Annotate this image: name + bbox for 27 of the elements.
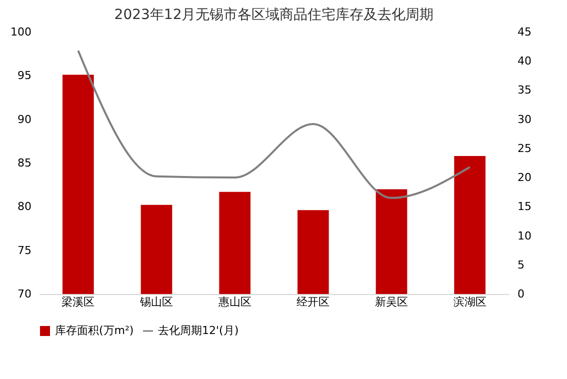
- x-tick-label: 经开区: [296, 296, 330, 308]
- y2-tick-label: 0: [518, 288, 524, 300]
- y2-tick-label: 10: [518, 229, 532, 242]
- y2-tick-label: 5: [518, 258, 524, 272]
- x-tick-label: 锡山区: [139, 296, 173, 308]
- x-tick-label: 滨湖区: [453, 296, 486, 308]
- y2-tick-label: 20: [518, 171, 532, 184]
- y2-tick-label: 35: [518, 84, 532, 97]
- legend-label: 去化周期12'(月): [158, 324, 239, 337]
- y2-tick-label: 45: [518, 26, 532, 38]
- chart-title: 2023年12月无锡市各区域商品住宅库存及去化周期: [114, 7, 434, 23]
- x-tick-label: 新吴区: [375, 296, 408, 308]
- y2-tick-label: 30: [518, 112, 532, 126]
- y-tick-label: 90: [18, 112, 32, 126]
- x-tick-label: 惠山区: [217, 296, 252, 308]
- y2-tick-label: 15: [518, 200, 532, 214]
- y-tick-label: 70: [18, 288, 32, 300]
- x-tick-label: 梁溪区: [62, 296, 95, 308]
- y2-tick-label: 25: [518, 142, 532, 155]
- y-tick-label: 85: [18, 156, 32, 170]
- y-tick-label: 80: [18, 200, 32, 214]
- line-series: [77, 50, 471, 199]
- y2-tick-label: 40: [518, 54, 532, 68]
- y-tick-label: 95: [18, 69, 32, 82]
- legend-label: 库存面积(万m²): [55, 324, 134, 337]
- y-tick-label: 75: [18, 244, 32, 257]
- y-tick-label: 100: [10, 26, 32, 38]
